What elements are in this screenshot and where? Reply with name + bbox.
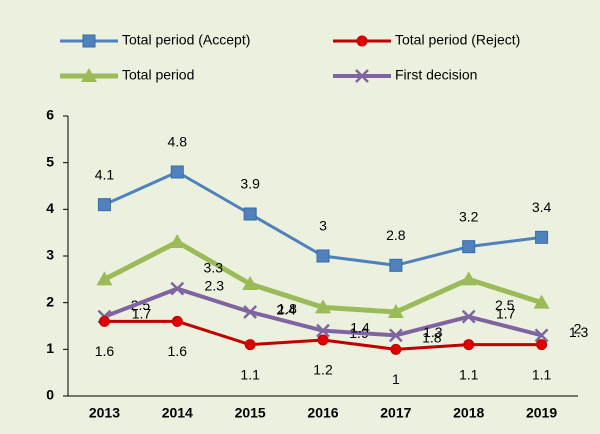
legend-label: Total period (Reject) [395, 32, 520, 48]
x-tick-label: 2016 [307, 405, 338, 421]
legend-label: Total period [122, 67, 194, 83]
x-tick-label: 2015 [235, 405, 266, 421]
data-label: 1.2 [313, 362, 333, 378]
data-label: 1.8 [277, 301, 297, 317]
marker [243, 305, 258, 319]
data-label: 2.5 [495, 297, 515, 313]
marker [461, 309, 476, 324]
marker [169, 234, 186, 248]
marker [171, 315, 183, 327]
data-label: 1 [392, 371, 400, 387]
marker [534, 328, 549, 343]
data-label: 1.1 [459, 366, 479, 382]
y-tick-label: 3 [46, 247, 54, 263]
marker [242, 276, 259, 290]
marker [96, 271, 113, 286]
marker [460, 271, 477, 286]
marker [97, 198, 111, 212]
data-label: 3.9 [240, 176, 260, 192]
data-label: 3.2 [459, 208, 479, 224]
series [97, 165, 549, 272]
y-tick-label: 4 [46, 200, 54, 216]
data-label: 1.1 [532, 366, 552, 382]
marker [390, 343, 402, 355]
marker [356, 35, 368, 47]
y-tick-label: 5 [46, 153, 54, 169]
marker [463, 339, 475, 351]
marker [170, 165, 184, 179]
y-tick-label: 0 [46, 387, 54, 403]
marker [316, 249, 330, 263]
marker [462, 240, 476, 254]
data-label: 1.3 [423, 324, 443, 340]
marker [315, 299, 331, 314]
data-label: 1.7 [496, 305, 516, 321]
series [98, 315, 548, 355]
marker [387, 304, 404, 318]
data-label: 2.8 [386, 227, 406, 243]
data-label: 2 [574, 320, 582, 336]
marker [388, 328, 403, 343]
y-tick-label: 6 [46, 107, 54, 123]
marker [533, 294, 550, 309]
data-label: 4.1 [95, 166, 115, 182]
marker [536, 339, 548, 351]
legend-label: Total period (Accept) [122, 32, 250, 48]
marker [316, 323, 330, 338]
data-label: 3.3 [204, 260, 224, 276]
data-label: 1.3 [569, 324, 589, 340]
data-label: 1.8 [422, 330, 442, 346]
data-label: 3.4 [532, 199, 552, 215]
marker [355, 69, 369, 83]
marker [81, 68, 97, 82]
data-label: 3 [319, 218, 327, 234]
marker [243, 207, 257, 221]
legend-label: First decision [395, 67, 477, 83]
marker [389, 258, 403, 272]
data-label: 4.8 [168, 134, 188, 150]
y-tick-label: 2 [46, 293, 54, 309]
y-tick-label: 1 [46, 340, 54, 356]
marker [98, 315, 110, 327]
marker [82, 34, 96, 48]
marker [244, 339, 256, 351]
data-label: 2.3 [205, 277, 225, 293]
data-label: 1.7 [132, 305, 152, 321]
x-tick-label: 2014 [162, 405, 193, 421]
marker [317, 334, 329, 346]
data-label: 1.4 [350, 319, 370, 335]
x-tick-label: 2019 [526, 405, 557, 421]
series [96, 234, 550, 318]
data-label: 2.4 [276, 302, 296, 318]
x-tick-label: 2013 [89, 405, 120, 421]
x-tick-label: 2017 [380, 405, 411, 421]
marker [535, 230, 549, 244]
series [97, 281, 549, 343]
data-label: 1.6 [168, 343, 188, 359]
x-tick-label: 2018 [453, 405, 484, 421]
data-label: 1.6 [95, 343, 115, 359]
marker [170, 281, 185, 296]
data-label: 1.1 [240, 366, 260, 382]
